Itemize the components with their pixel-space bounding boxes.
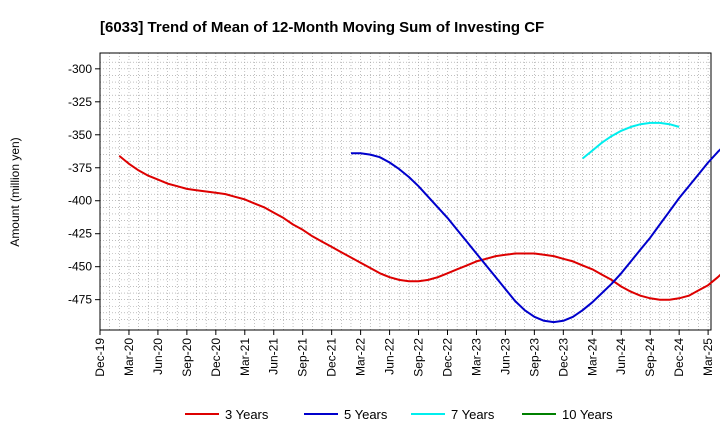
y-axis-ticks: -300 -325 -350 -375 -400 -425 -450 -475 <box>68 62 100 307</box>
legend-label: 10 Years <box>562 407 613 422</box>
x-tick-label: Sep-24 <box>643 338 657 377</box>
legend-label: 7 Years <box>451 407 495 422</box>
x-tick-label: Mar-24 <box>585 338 599 376</box>
x-tick-label: Sep-21 <box>296 338 310 377</box>
y-tick-label: -350 <box>68 128 92 142</box>
x-tick-label: Dec-24 <box>672 338 686 377</box>
x-tick-label: Dec-22 <box>440 338 454 377</box>
legend-label: 3 Years <box>225 407 269 422</box>
x-tick-label: Mar-22 <box>354 338 368 376</box>
y-tick-label: -425 <box>68 227 92 241</box>
y-tick-label: -375 <box>68 161 92 175</box>
x-tick-label: Mar-23 <box>469 338 483 376</box>
series-line-5-years <box>351 148 720 324</box>
x-tick-label: Mar-25 <box>701 338 715 376</box>
plot-frame <box>99 52 712 331</box>
y-tick-label: -400 <box>68 194 92 208</box>
y-tick-label: -450 <box>68 260 92 274</box>
x-axis-ticks: Dec-19 Mar-20 Jun-20 Sep-20 Dec-20 Mar-21 Jun-… <box>93 330 715 377</box>
chart-title: [6033] Trend of Mean of 12-Month Moving … <box>100 19 544 36</box>
x-tick-label: Dec-21 <box>325 338 339 377</box>
series-lines <box>118 121 720 324</box>
y-tick-label: -300 <box>68 62 92 76</box>
series-line-7-years <box>581 121 680 160</box>
legend: 3 Years 5 Years 7 Years 10 Years <box>185 407 613 422</box>
x-tick-label: Jun-21 <box>267 338 281 375</box>
x-tick-label: Dec-19 <box>93 338 107 377</box>
legend-label: 5 Years <box>344 407 388 422</box>
x-tick-label: Jun-20 <box>151 338 165 375</box>
y-tick-label: -475 <box>68 293 92 307</box>
x-tick-label: Mar-20 <box>122 338 136 376</box>
x-tick-label: Sep-20 <box>180 338 194 377</box>
x-tick-label: Dec-23 <box>556 338 570 377</box>
x-tick-label: Sep-22 <box>412 338 426 377</box>
y-tick-label: -325 <box>68 95 92 109</box>
x-tick-label: Jun-22 <box>383 338 397 375</box>
x-tick-label: Jun-24 <box>614 338 628 375</box>
x-tick-label: Sep-23 <box>527 338 541 377</box>
grid <box>100 53 711 330</box>
x-tick-label: Jun-23 <box>498 338 512 375</box>
x-tick-label: Mar-21 <box>238 338 252 376</box>
series-line-3-years <box>118 155 720 301</box>
y-axis-label: Amount (million yen) <box>8 137 22 246</box>
x-tick-label: Dec-20 <box>209 338 223 377</box>
